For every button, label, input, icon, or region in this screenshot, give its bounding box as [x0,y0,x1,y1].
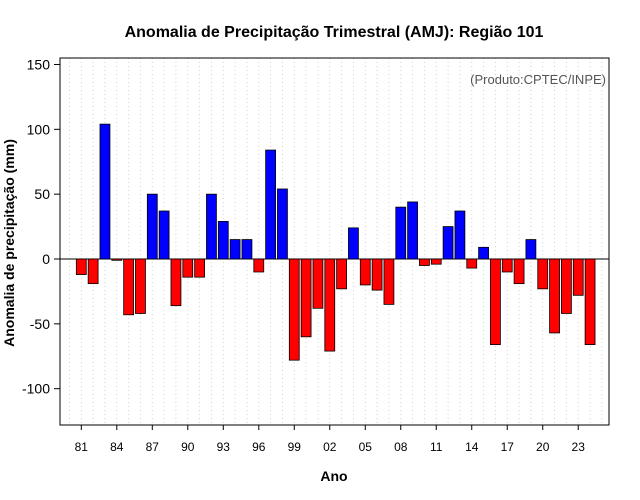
bar-1995 [241,239,253,260]
bar-1997 [265,149,276,260]
x-tick-label: 84 [110,440,124,454]
x-tick-label: 17 [501,440,515,454]
bar-2021 [549,258,560,334]
x-tick-label: 05 [359,440,373,454]
bar-2012 [442,226,454,260]
bar-series [75,123,596,361]
bar-1990 [182,258,194,278]
bar-2007 [383,258,395,305]
bar-1988 [158,210,170,260]
bar-2024 [584,258,596,345]
bar-2013 [454,210,466,260]
bar-2011 [430,258,442,265]
bar-1996 [253,258,265,273]
bar-1985 [123,258,134,316]
x-tick-label: 93 [217,440,231,454]
y-tick-label: 150 [27,56,51,72]
x-tick-label: 08 [394,440,408,454]
bar-2022 [561,258,572,314]
y-tick-label: 0 [42,251,50,267]
x-axis: 81 84 87 90 93 96 99 02 05 08 11 14 17 20 23 [75,425,586,454]
bar-2017 [501,258,513,273]
x-tick-label: 23 [572,440,586,454]
y-tick-label: 50 [34,186,50,202]
x-tick-label: 20 [536,440,550,454]
y-axis: -100 -50 0 50 100 150 [22,56,60,397]
x-tick-label: 87 [146,440,160,454]
x-tick-label: 96 [252,440,266,454]
bar-2000 [300,258,312,338]
y-tick-label: 100 [27,121,51,137]
x-tick-label: 11 [430,440,443,454]
bar-1984 [111,258,123,261]
bar-1989 [170,258,182,307]
bar-2018 [513,258,525,285]
x-axis-title: Ano [320,468,347,484]
bar-2023 [572,258,584,296]
bar-2014 [466,258,478,269]
bar-1982 [87,258,99,285]
x-tick-label: 02 [323,440,337,454]
bar-2015 [478,246,489,260]
bar-1986 [135,258,146,314]
bar-1994 [229,239,241,260]
bar-2009 [407,201,418,260]
x-tick-label: 90 [181,440,195,454]
y-tick-label: -50 [30,316,50,332]
bar-2003 [336,258,347,290]
bar-1992 [206,193,217,260]
bar-2016 [490,258,501,345]
chart-title: Anomalia de Precipitação Trimestral (AMJ… [125,24,544,41]
bar-1987 [146,193,158,260]
bar-1981 [75,258,87,275]
y-tick-label: -100 [22,381,50,397]
bar-2020 [537,258,549,290]
bar-2005 [359,258,371,286]
y-axis-title: Anomalia de precipitação (mm) [1,139,17,347]
plot-frame [59,57,610,426]
bar-2010 [419,258,430,266]
source-annotation: (Produto:CPTEC/INPE) [470,72,606,87]
bar-2006 [371,258,383,291]
bar-2004 [348,227,359,260]
bar-1998 [277,188,288,260]
bar-2001 [312,258,324,309]
x-tick-label: 14 [465,440,479,454]
bar-2008 [395,206,407,260]
x-tick-label: 99 [288,440,302,454]
bar-2002 [324,258,336,352]
bar-1993 [217,220,229,260]
bar-2019 [525,239,537,260]
x-tick-label: 81 [75,440,89,454]
bar-1983 [99,123,111,260]
bar-1999 [288,258,300,361]
bar-1991 [194,258,205,278]
